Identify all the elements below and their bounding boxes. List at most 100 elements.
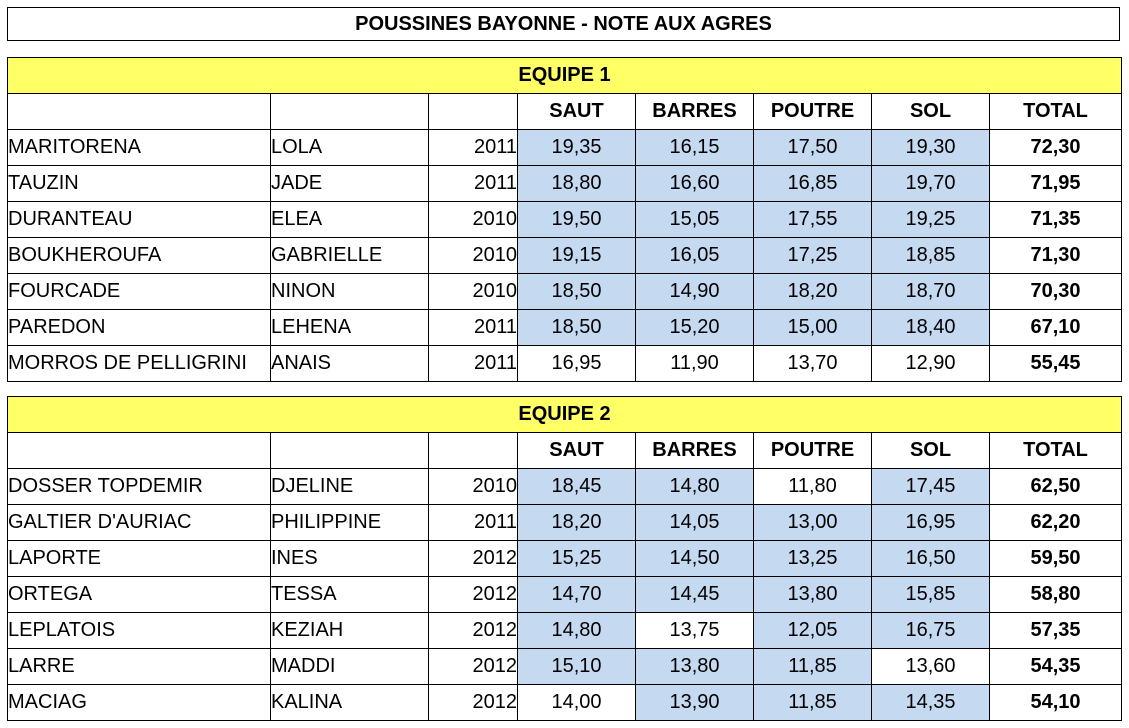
birth-year-cell: 2012 <box>428 576 518 613</box>
birth-year-cell: 2011 <box>428 504 518 541</box>
last-name-cell: BOUKHEROUFA <box>7 237 271 274</box>
score-cell-sol: 19,30 <box>871 129 990 166</box>
total-cell: 57,35 <box>988 612 1123 649</box>
table-row: GALTIER D'AURIAC PHILIPPINE 2011 18,20 14,05… <box>7 504 1123 541</box>
score-cell-barres: 16,05 <box>635 237 754 274</box>
score-cell-poutre: 17,50 <box>753 129 872 166</box>
score-cell-barres: 15,05 <box>635 201 754 238</box>
first-name-cell: ELEA <box>270 201 429 238</box>
score-cell-saut: 18,80 <box>517 165 636 202</box>
score-cell-poutre: 16,85 <box>753 165 872 202</box>
team-band-row: EQUIPE 1 <box>6 57 1123 94</box>
score-cell-sol: 19,25 <box>871 201 990 238</box>
first-name-cell: DJELINE <box>270 468 429 505</box>
total-cell: 59,50 <box>988 540 1123 577</box>
score-cell-poutre: 11,85 <box>753 684 872 721</box>
column-header-sol: SOL <box>871 432 990 469</box>
score-cell-sol: 18,70 <box>871 273 990 310</box>
score-cell-poutre: 17,25 <box>753 237 872 274</box>
first-name-cell: INES <box>270 540 429 577</box>
table-row: DOSSER TOPDEMIR DJELINE 2010 18,45 14,80 11,8… <box>7 468 1123 505</box>
empty-header-cell <box>428 432 518 469</box>
table-row: TAUZIN JADE 2011 18,80 16,60 16,85 19,70 71,95 <box>7 165 1123 202</box>
last-name-cell: PAREDON <box>7 309 271 346</box>
column-header-poutre: POUTRE <box>753 93 872 130</box>
score-cell-poutre: 17,55 <box>753 201 872 238</box>
score-cell-poutre: 13,25 <box>753 540 872 577</box>
team-name: EQUIPE 2 <box>6 396 1123 433</box>
score-cell-barres: 14,05 <box>635 504 754 541</box>
total-cell: 54,10 <box>988 684 1123 721</box>
column-header-saut: SAUT <box>517 93 636 130</box>
last-name-cell: LAPORTE <box>7 540 271 577</box>
score-cell-saut: 18,50 <box>517 273 636 310</box>
score-cell-saut: 18,20 <box>517 504 636 541</box>
score-cell-poutre: 13,70 <box>753 345 872 382</box>
column-header-saut: SAUT <box>517 432 636 469</box>
first-name-cell: TESSA <box>270 576 429 613</box>
score-cell-barres: 15,20 <box>635 309 754 346</box>
first-name-cell: JADE <box>270 165 429 202</box>
score-cell-sol: 17,45 <box>871 468 990 505</box>
empty-header-cell <box>428 93 518 130</box>
last-name-cell: TAUZIN <box>7 165 271 202</box>
empty-header-cell <box>7 93 271 130</box>
total-cell: 55,45 <box>988 345 1123 382</box>
score-cell-sol: 13,60 <box>871 648 990 685</box>
column-header-poutre: POUTRE <box>753 432 872 469</box>
birth-year-cell: 2012 <box>428 540 518 577</box>
first-name-cell: NINON <box>270 273 429 310</box>
table-row: MORROS DE PELLIGRINI ANAIS 2011 16,95 11,90 1… <box>7 345 1123 382</box>
table-row: LARRE MADDI 2012 15,10 13,80 11,85 13,60 54,35 <box>7 648 1123 685</box>
table-row: ORTEGA TESSA 2012 14,70 14,45 13,80 15,85 58,80 <box>7 576 1123 613</box>
team-name: EQUIPE 1 <box>6 57 1123 94</box>
score-cell-barres: 13,90 <box>635 684 754 721</box>
first-name-cell: GABRIELLE <box>270 237 429 274</box>
score-cell-poutre: 11,85 <box>753 648 872 685</box>
column-header-total: TOTAL <box>988 93 1123 130</box>
score-cell-sol: 15,85 <box>871 576 990 613</box>
score-cell-barres: 11,90 <box>635 345 754 382</box>
score-cell-saut: 15,10 <box>517 648 636 685</box>
team-table-equipe-1: EQUIPE 1 SAUT BARRES POUTRE SOL TOTAL MARITORE… <box>6 57 1123 382</box>
first-name-cell: KEZIAH <box>270 612 429 649</box>
birth-year-cell: 2012 <box>428 612 518 649</box>
score-cell-poutre: 11,80 <box>753 468 872 505</box>
last-name-cell: MORROS DE PELLIGRINI <box>7 345 271 382</box>
last-name-cell: DURANTEAU <box>7 201 271 238</box>
birth-year-cell: 2011 <box>428 129 518 166</box>
team-band-row: EQUIPE 2 <box>6 396 1123 433</box>
score-cell-saut: 15,25 <box>517 540 636 577</box>
column-header-barres: BARRES <box>635 93 754 130</box>
score-cell-sol: 16,95 <box>871 504 990 541</box>
score-cell-barres: 14,45 <box>635 576 754 613</box>
table-row: LEPLATOIS KEZIAH 2012 14,80 13,75 12,05 16,75 5… <box>7 612 1123 649</box>
score-cell-saut: 16,95 <box>517 345 636 382</box>
score-cell-poutre: 15,00 <box>753 309 872 346</box>
total-cell: 70,30 <box>988 273 1123 310</box>
score-cell-poutre: 18,20 <box>753 273 872 310</box>
table-row: LAPORTE INES 2012 15,25 14,50 13,25 16,50 59,50 <box>7 540 1123 577</box>
score-cell-sol: 16,50 <box>871 540 990 577</box>
first-name-cell: PHILIPPINE <box>270 504 429 541</box>
score-cell-barres: 14,90 <box>635 273 754 310</box>
total-cell: 71,95 <box>988 165 1123 202</box>
table-row: FOURCADE NINON 2010 18,50 14,90 18,20 18,70 70,… <box>7 273 1123 310</box>
column-header-barres: BARRES <box>635 432 754 469</box>
score-cell-saut: 19,15 <box>517 237 636 274</box>
birth-year-cell: 2010 <box>428 237 518 274</box>
first-name-cell: KALINA <box>270 684 429 721</box>
score-cell-poutre: 13,00 <box>753 504 872 541</box>
score-cell-poutre: 13,80 <box>753 576 872 613</box>
page-title: POUSSINES BAYONNE - NOTE AUX AGRES <box>7 7 1120 41</box>
birth-year-cell: 2011 <box>428 309 518 346</box>
column-header-row: SAUT BARRES POUTRE SOL TOTAL <box>7 432 1123 469</box>
score-cell-saut: 19,35 <box>517 129 636 166</box>
table-row: BOUKHEROUFA GABRIELLE 2010 19,15 16,05 17,25 1… <box>7 237 1123 274</box>
last-name-cell: DOSSER TOPDEMIR <box>7 468 271 505</box>
total-cell: 67,10 <box>988 309 1123 346</box>
score-cell-sol: 12,90 <box>871 345 990 382</box>
score-cell-barres: 13,80 <box>635 648 754 685</box>
last-name-cell: LARRE <box>7 648 271 685</box>
score-cell-sol: 14,35 <box>871 684 990 721</box>
